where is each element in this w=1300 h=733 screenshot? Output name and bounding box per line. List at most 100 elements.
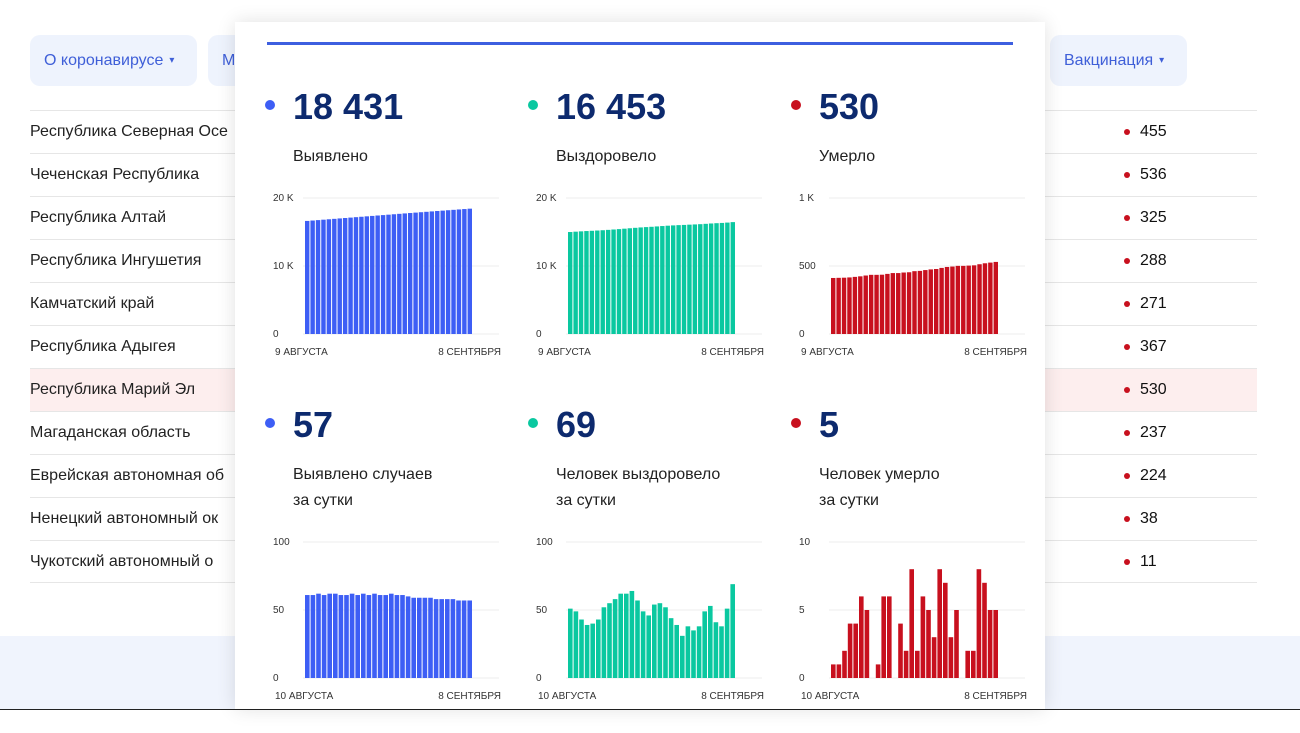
bar [670, 225, 676, 334]
y-tick-label: 5 [799, 605, 805, 616]
stat-number: 18 431 [293, 86, 404, 127]
bar [435, 211, 440, 334]
value-text: 530 [1140, 381, 1167, 398]
bar [573, 611, 579, 678]
bar [584, 231, 589, 334]
bar [950, 266, 955, 334]
nav-vaccination[interactable]: Вакцинация ▾ [1050, 35, 1187, 86]
red-dot-icon [1124, 516, 1130, 522]
bar [681, 224, 687, 334]
x-end-label: 8 СЕНТЯБРЯ [701, 347, 764, 358]
bar [462, 209, 467, 334]
bar [595, 230, 600, 334]
bar [428, 597, 433, 678]
bar [703, 223, 708, 334]
x-start-label: 10 АВГУСТА [275, 691, 334, 702]
bar [624, 593, 629, 678]
bar [993, 610, 998, 678]
bar [923, 270, 928, 334]
bar [578, 231, 584, 334]
bar [976, 569, 982, 678]
region-name: Республика Северная Осе [30, 123, 228, 140]
bar [568, 608, 573, 678]
bar [424, 211, 429, 334]
bar [633, 227, 638, 334]
stat-number: 57 [293, 404, 334, 445]
y-tick-label: 100 [536, 537, 553, 548]
stat-number: 530 [819, 86, 880, 127]
bar [612, 599, 618, 678]
y-tick-label: 0 [536, 673, 542, 684]
bar [579, 619, 584, 678]
bar [652, 604, 657, 678]
red-dot-icon [1124, 473, 1130, 479]
region-value: 11 [1124, 553, 1157, 571]
bar [971, 265, 977, 334]
stat-label: Выявлено случаев за сутки [293, 462, 523, 514]
bar [665, 225, 670, 334]
red-dot-icon [1124, 172, 1130, 178]
bar [451, 209, 456, 334]
bar [955, 265, 961, 334]
caret-down-icon: ▾ [1159, 55, 1165, 66]
x-start-label: 9 АВГУСТА [801, 347, 854, 358]
bar [359, 216, 364, 334]
bar [383, 595, 388, 678]
bar [988, 262, 993, 334]
bar [982, 582, 987, 678]
bar [676, 225, 681, 334]
y-tick-label: 50 [273, 605, 285, 616]
bar [440, 210, 445, 334]
popup-top-line [267, 42, 1013, 45]
bar [445, 599, 450, 678]
bar [389, 593, 394, 678]
bar [596, 619, 601, 678]
bar [965, 650, 970, 678]
bar [366, 595, 372, 678]
bar [568, 232, 573, 334]
bar [901, 272, 906, 334]
region-value: 367 [1124, 338, 1167, 356]
bar [713, 622, 719, 678]
stat-number: 16 453 [556, 86, 667, 127]
bar [407, 213, 413, 334]
bar [657, 603, 663, 678]
bar [928, 269, 933, 334]
bar [439, 599, 444, 678]
bar [725, 222, 730, 334]
bar [926, 610, 931, 678]
x-start-label: 10 АВГУСТА [801, 691, 860, 702]
stat-label: Выявлено [293, 144, 523, 170]
bar [708, 605, 713, 678]
stat-label: Умерло [819, 144, 1049, 170]
bar [993, 261, 998, 334]
bar [601, 607, 607, 678]
region-name: Республика Алтай [30, 209, 167, 226]
bar [348, 217, 353, 334]
bar [864, 610, 870, 678]
bar [831, 664, 836, 678]
bar [622, 228, 627, 334]
bar [937, 569, 942, 678]
bar [987, 610, 993, 678]
bar [692, 224, 698, 334]
bar-chart-recovered-daily: 0 50 100 10 АВГУСТА 8 СЕНТЯБРЯ [536, 537, 764, 702]
bar [691, 630, 696, 678]
bar [906, 272, 912, 334]
bar [687, 224, 692, 334]
bar [649, 226, 654, 334]
bar [413, 212, 418, 334]
value-text: 455 [1140, 123, 1167, 140]
bar [903, 650, 909, 678]
stat-label-line2: за сутки [556, 492, 616, 509]
bar [841, 277, 847, 334]
value-text: 38 [1140, 510, 1158, 527]
nav-about-coronavirus[interactable]: О коронавирусе ▾ [30, 35, 197, 86]
bar [668, 618, 674, 678]
bar [714, 223, 719, 334]
bar [879, 274, 885, 334]
y-tick-label: 1 K [799, 193, 814, 204]
bar [305, 595, 310, 678]
bar [618, 593, 623, 678]
bar [852, 276, 858, 334]
